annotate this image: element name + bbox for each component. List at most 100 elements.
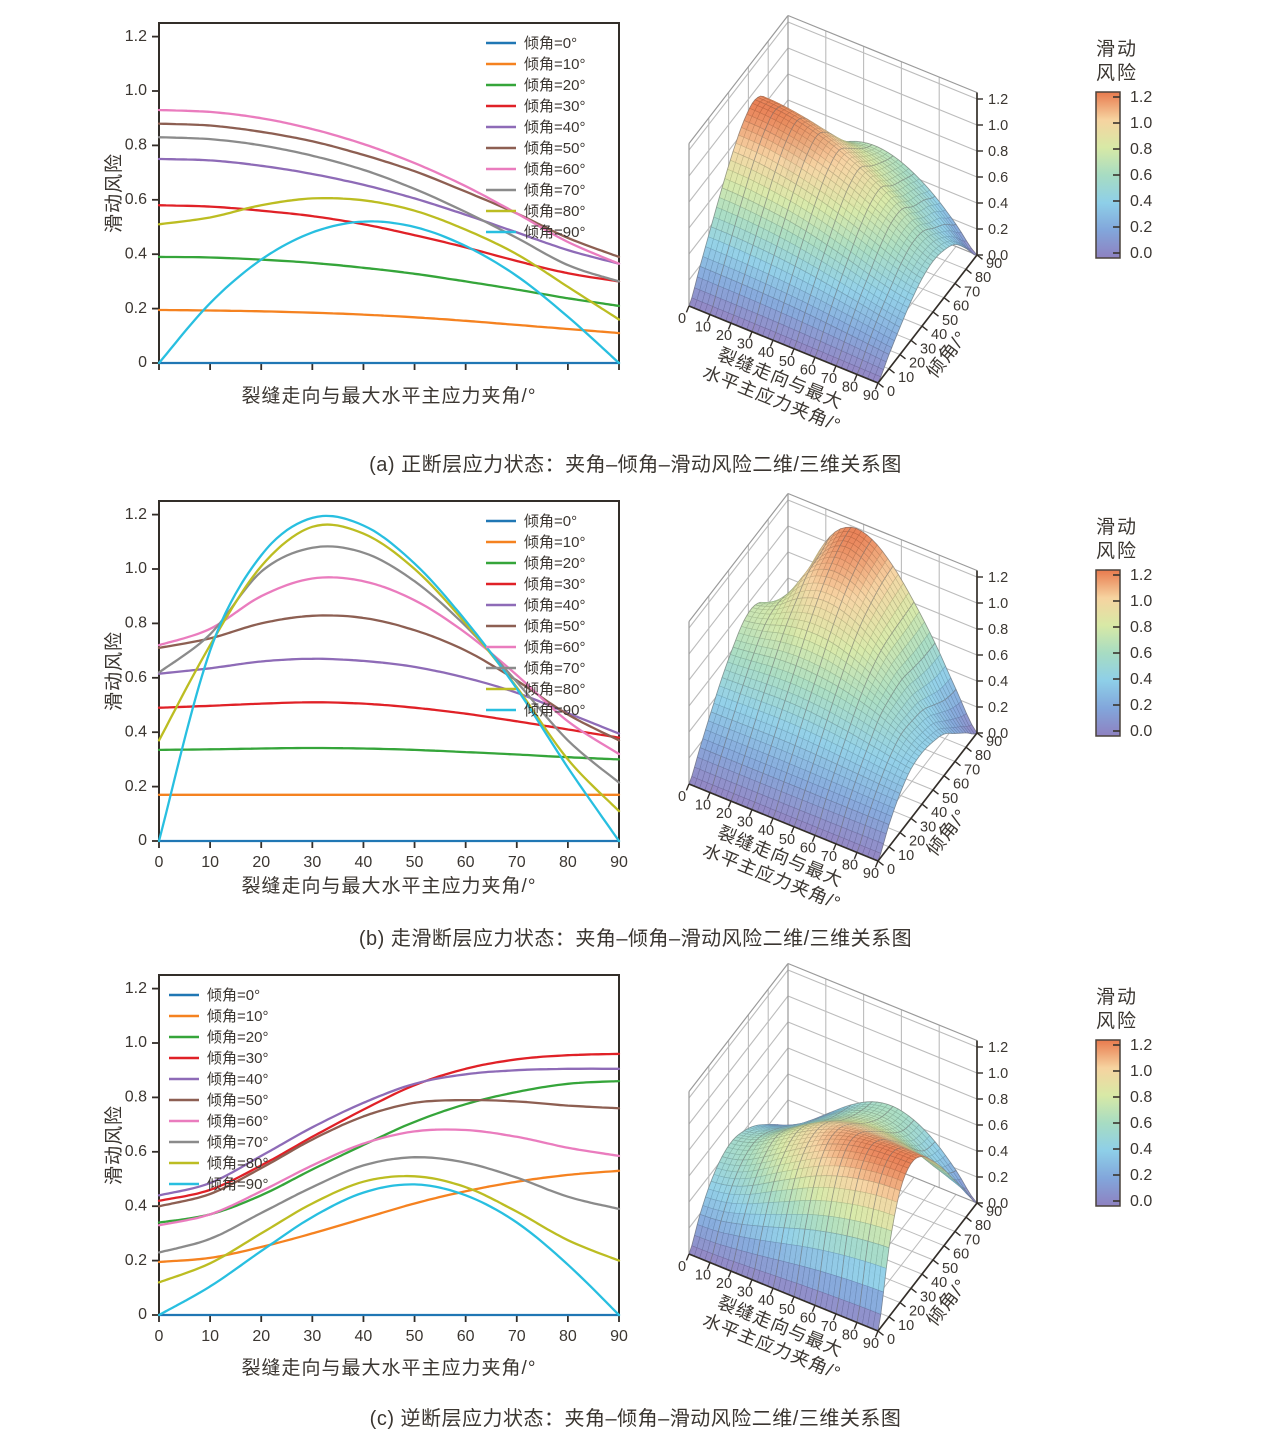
y-tick-label-3d: 10 bbox=[898, 848, 914, 864]
x-axis-3d: 0 10 20 30 40 50 60 70 80 90 bbox=[678, 305, 879, 404]
series-line-倾角=30° bbox=[157, 1052, 621, 1202]
y-tick-label: 0.2 bbox=[125, 1252, 147, 1269]
x-tick-label: 0 bbox=[155, 1328, 164, 1345]
legend-item-倾角=90°: 倾角=90° bbox=[486, 224, 585, 241]
legend-item-倾角=20°: 倾角=20° bbox=[486, 77, 585, 94]
legend-label: 倾角=80° bbox=[524, 203, 585, 220]
x-tick-label-3d: 90 bbox=[863, 866, 879, 882]
legend-item-倾角=40°: 倾角=40° bbox=[486, 597, 585, 614]
y-tick-label: 0.8 bbox=[125, 137, 147, 154]
y-tick-label-3d: 0 bbox=[887, 862, 895, 878]
x-tick-label: 90 bbox=[610, 854, 628, 871]
z-tick-label-3d: 0.8 bbox=[988, 622, 1008, 638]
legend-item-倾角=80°: 倾角=80° bbox=[169, 1155, 268, 1172]
y-tick-label: 1.2 bbox=[125, 28, 147, 45]
legend-label: 倾角=90° bbox=[207, 1176, 268, 1193]
legend-label: 倾角=50° bbox=[524, 140, 585, 157]
z-tick-label-3d: 0.8 bbox=[988, 144, 1008, 160]
y-tick-label-3d: 70 bbox=[964, 762, 980, 778]
x-tick-label-3d: 20 bbox=[716, 328, 732, 344]
z-axis-3d: 0.0 0.2 0.4 0.6 0.8 1.0 1.2 bbox=[976, 570, 1008, 742]
legend-label: 倾角=20° bbox=[207, 1029, 268, 1046]
colorbar-tick-label: 0.0 bbox=[1130, 1193, 1152, 1210]
legend-label: 倾角=10° bbox=[524, 56, 585, 73]
y-tick-label-3d: 90 bbox=[986, 734, 1002, 750]
z-tick-label-3d: 1.0 bbox=[988, 1066, 1008, 1082]
y-tick-label: 0 bbox=[138, 354, 147, 371]
z-tick-label-3d: 0.4 bbox=[988, 196, 1008, 212]
x-tick-label-3d: 40 bbox=[758, 345, 774, 361]
y-tick-label: 1.2 bbox=[125, 506, 147, 523]
legend-item-倾角=30°: 倾角=30° bbox=[169, 1050, 268, 1067]
panel-a-caption: (a) 正断层应力状态：夹角–倾角–滑动风险二维/三维关系图 bbox=[369, 454, 902, 476]
y-tick-label: 0.4 bbox=[125, 1197, 147, 1214]
colorbar-title: 滑动 bbox=[1096, 38, 1138, 60]
series-line-倾角=40° bbox=[157, 657, 621, 735]
y-tick-label: 0.4 bbox=[125, 245, 147, 262]
x-tick-label-3d: 80 bbox=[842, 857, 858, 873]
legend-label: 倾角=30° bbox=[524, 98, 585, 115]
panel-b-2d-line-chart: 0 0.2 0.4 0.6 0.8 1.0 1.2 0 10 20 30 40 50 60 70 80 90 裂缝… bbox=[103, 500, 628, 897]
legend-label: 倾角=70° bbox=[207, 1134, 268, 1151]
legend-label: 倾角=30° bbox=[207, 1050, 268, 1067]
series-line-倾角=70° bbox=[157, 1156, 621, 1254]
x-tick-label-3d: 60 bbox=[800, 840, 816, 856]
legend-label: 倾角=70° bbox=[524, 182, 585, 199]
y-tick-label: 0 bbox=[138, 1306, 147, 1323]
legend-label: 倾角=20° bbox=[524, 77, 585, 94]
legend-item-倾角=60°: 倾角=60° bbox=[486, 161, 585, 178]
x-axis-label: 裂缝走向与最大水平主应力夹角/° bbox=[242, 875, 537, 897]
legend-item-倾角=70°: 倾角=70° bbox=[169, 1134, 268, 1151]
x-tick-label-3d: 20 bbox=[716, 806, 732, 822]
x-tick-label-3d: 0 bbox=[678, 311, 686, 327]
x-tick-label: 70 bbox=[508, 854, 526, 871]
x-axis-3d: 0 10 20 30 40 50 60 70 80 90 bbox=[678, 1253, 879, 1352]
y-tick-label-3d: 60 bbox=[953, 299, 969, 315]
colorbar-tick-label: 0.6 bbox=[1130, 1115, 1152, 1132]
series-line-倾角=20° bbox=[157, 746, 621, 761]
legend-label: 倾角=30° bbox=[524, 576, 585, 593]
x-tick-label: 10 bbox=[201, 854, 219, 871]
legend-label: 倾角=20° bbox=[524, 555, 585, 572]
y-axis-label: 滑动风险 bbox=[103, 631, 125, 711]
legend: 倾角=0° 倾角=10° 倾角=20° 倾角=30° 倾角=40° 倾角=50° 倾角=60… bbox=[169, 987, 268, 1193]
y-tick-label: 0.8 bbox=[125, 1089, 147, 1106]
y-tick-label-3d: 70 bbox=[964, 284, 980, 300]
panel-b-caption: (b) 走滑断层应力状态：夹角–倾角–滑动风险二维/三维关系图 bbox=[358, 928, 913, 950]
x-tick-label: 20 bbox=[252, 1328, 270, 1345]
colorbar-tick-label: 1.2 bbox=[1130, 89, 1152, 106]
z-tick-label-3d: 1.2 bbox=[988, 1040, 1008, 1056]
x-tick-label: 30 bbox=[303, 854, 321, 871]
legend-item-倾角=90°: 倾角=90° bbox=[169, 1176, 268, 1193]
colorbar-tick-label: 0.6 bbox=[1130, 645, 1152, 662]
y-tick-label-3d: 70 bbox=[964, 1232, 980, 1248]
x-tick-label-3d: 90 bbox=[863, 388, 879, 404]
y-tick-label-3d: 90 bbox=[986, 1204, 1002, 1220]
legend: 倾角=0° 倾角=10° 倾角=20° 倾角=30° 倾角=40° 倾角=50° 倾角=60… bbox=[486, 35, 585, 241]
legend-label: 倾角=50° bbox=[207, 1092, 268, 1109]
y-tick-label: 1.2 bbox=[125, 980, 147, 997]
surface-mesh bbox=[688, 1101, 978, 1332]
legend-label: 倾角=40° bbox=[524, 597, 585, 614]
y-tick-label: 0.8 bbox=[125, 615, 147, 632]
legend: 倾角=0° 倾角=10° 倾角=20° 倾角=30° 倾角=40° 倾角=50° 倾角=60… bbox=[486, 513, 585, 719]
y-tick-label-3d: 60 bbox=[953, 777, 969, 793]
y-tick-label: 0.2 bbox=[125, 300, 147, 317]
x-tick-label-3d: 30 bbox=[737, 1285, 753, 1301]
legend-item-倾角=80°: 倾角=80° bbox=[486, 681, 585, 698]
colorbar-tick-label: 1.0 bbox=[1130, 593, 1152, 610]
series-line-倾角=90° bbox=[157, 220, 621, 365]
x-tick-label-3d: 0 bbox=[678, 789, 686, 805]
legend-label: 倾角=10° bbox=[207, 1008, 268, 1025]
x-tick-label-3d: 90 bbox=[863, 1336, 879, 1352]
series-line-倾角=80° bbox=[157, 523, 621, 813]
y-tick-label-3d: 80 bbox=[975, 270, 991, 286]
legend-label: 倾角=60° bbox=[207, 1113, 268, 1130]
x-tick-label: 60 bbox=[457, 1328, 475, 1345]
colorbar-title: 滑动 bbox=[1096, 516, 1138, 538]
y-tick-label: 0.6 bbox=[125, 1143, 147, 1160]
legend-item-倾角=40°: 倾角=40° bbox=[169, 1071, 268, 1088]
